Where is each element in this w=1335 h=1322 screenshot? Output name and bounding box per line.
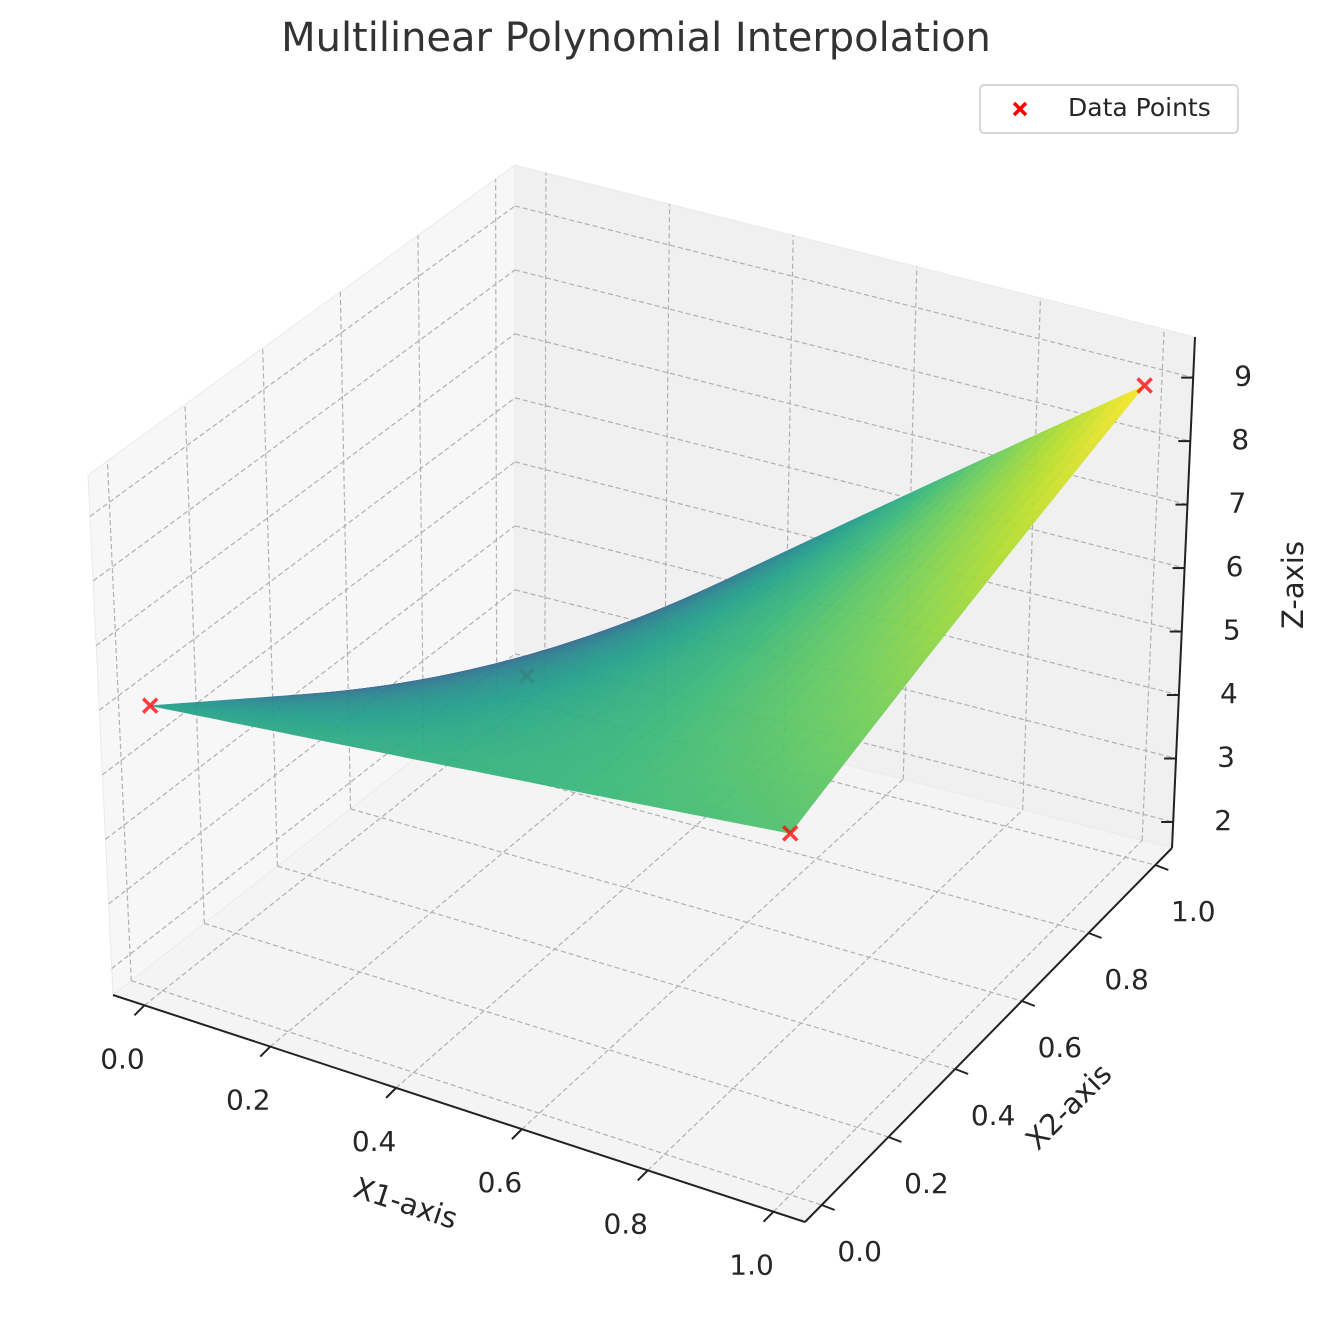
grid-line: [102, 461, 516, 776]
grid-line: [395, 748, 785, 1089]
grid-line: [514, 333, 1188, 506]
grid-line: [514, 269, 1191, 442]
grid-line: [773, 839, 1143, 1213]
grid-line: [184, 404, 205, 924]
grid-line: [647, 809, 1024, 1171]
marker-stroke: [1012, 101, 1028, 117]
grid-line: [521, 778, 904, 1130]
grid-line: [544, 172, 547, 688]
x1-axis-line: [112, 994, 806, 1223]
grid-line: [783, 235, 794, 749]
floor-pane: [113, 680, 1172, 1222]
grid-line: [514, 461, 1182, 633]
marker-stroke: [141, 697, 159, 714]
grid-line: [417, 235, 425, 752]
grid-line: [1141, 329, 1165, 841]
z-tick-label: 2: [1214, 804, 1232, 837]
x1-tick: [762, 1210, 775, 1223]
x2-axis-label: X2-axis: [1019, 1057, 1119, 1157]
z-tick-label: 7: [1229, 487, 1247, 520]
x2-tick-label: 0.6: [1038, 1031, 1083, 1064]
grid-line: [1022, 297, 1042, 810]
grid-line: [108, 589, 516, 905]
data-point: [1136, 377, 1153, 394]
grid-line: [98, 397, 516, 711]
x1-tick-label: 0.2: [226, 1084, 271, 1117]
x1-tick-label: 1.0: [729, 1249, 774, 1282]
x1-tick: [133, 1004, 146, 1017]
z-axis-line: [1171, 336, 1196, 849]
z-tick-label: 8: [1231, 423, 1249, 456]
grid-line: [514, 589, 1177, 760]
grid-line: [339, 291, 352, 809]
grid-line: [514, 525, 1180, 696]
grid-line: [350, 808, 1023, 1002]
grid-line: [514, 397, 1185, 569]
x2-tick: [888, 1136, 902, 1143]
x2-tick: [954, 1068, 969, 1075]
legend-marker: [1012, 101, 1028, 117]
x2-tick-label: 1.0: [1171, 895, 1216, 928]
x1-tick-label: 0.8: [603, 1207, 648, 1240]
grid-line: [92, 269, 516, 582]
grid-line: [106, 460, 132, 981]
chart-title: Multilinear Polynomial Interpolation: [281, 15, 991, 61]
axes-3d: 0.0 0.2 0.4 0.6 0.8 1.0 0.0 0.2 0.4 0.6 0.8 1.0 2 3 4 5…: [87, 164, 1252, 1282]
x2-axis-line: [804, 847, 1173, 1223]
x1-tick: [637, 1169, 649, 1182]
data-point: [782, 825, 799, 842]
x2-tick: [821, 1204, 836, 1211]
x1-tick: [511, 1128, 523, 1140]
x2-tick-label: 0.4: [971, 1099, 1016, 1132]
grid-line: [105, 525, 516, 840]
grid-line: [277, 865, 956, 1070]
grid-line: [514, 205, 1194, 379]
data-point: [141, 697, 159, 714]
marker-stroke: [782, 825, 799, 842]
legend-label: Data Points: [1068, 93, 1211, 122]
x1-tick: [385, 1087, 397, 1099]
x1-axis-label: X1-axis: [350, 1170, 462, 1235]
z-tick-label: 4: [1220, 677, 1238, 710]
legend: Data Points: [979, 84, 1239, 134]
x2-tick: [1021, 1000, 1036, 1007]
x1-tick: [259, 1045, 271, 1058]
grid-line: [131, 980, 822, 1206]
z-tick-label: 6: [1226, 550, 1244, 583]
x2-tick: [1154, 864, 1169, 871]
x1-tick-label: 0.0: [100, 1042, 145, 1075]
x1-tick-label: 0.6: [478, 1166, 523, 1199]
x2-tick-label: 0.0: [837, 1235, 882, 1268]
grid-line: [663, 204, 671, 719]
x2-tick: [1088, 932, 1102, 939]
z-tick-label: 3: [1217, 740, 1235, 773]
x2-tick-label: 0.8: [1104, 963, 1149, 996]
surface: [150, 385, 1145, 834]
x2-tick-label: 0.2: [904, 1167, 949, 1200]
marker-stroke: [1136, 377, 1153, 394]
grid-line: [262, 348, 279, 867]
z-tick-label: 9: [1234, 360, 1252, 393]
z-tick-label: 5: [1223, 614, 1241, 647]
x1-tick-label: 0.4: [352, 1125, 397, 1158]
legend-box: [979, 84, 1239, 134]
grid-line: [494, 179, 498, 695]
grid-line: [95, 333, 516, 647]
z-axis-label: Z-axis: [1276, 541, 1310, 629]
